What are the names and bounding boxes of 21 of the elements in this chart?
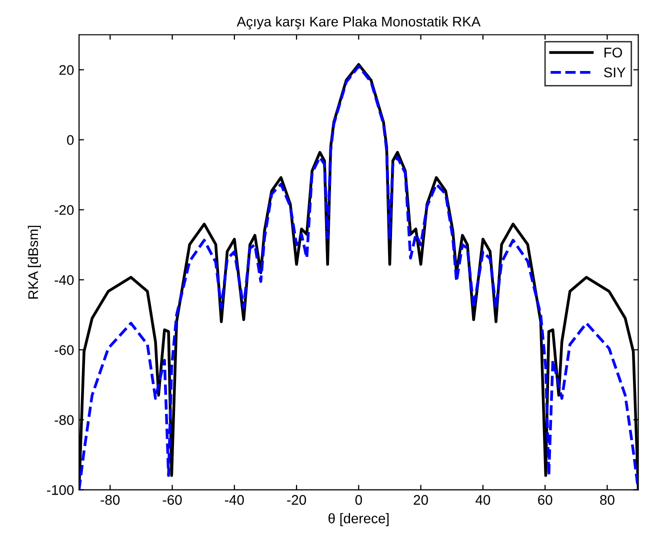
y-tick-label: -100 xyxy=(47,485,74,495)
y-tick-label: -80 xyxy=(54,415,74,425)
y-tick-label: 20 xyxy=(59,65,74,75)
x-tick-label: -40 xyxy=(224,495,244,505)
x-tick-label: -60 xyxy=(162,495,182,505)
x-tick-label: -20 xyxy=(287,495,306,505)
x-tick-label: 40 xyxy=(476,495,490,505)
legend-label: FO xyxy=(604,48,622,58)
x-tick-label: 0 xyxy=(355,495,362,505)
y-tick-label: -20 xyxy=(54,205,74,215)
y-tick-label: -40 xyxy=(54,275,74,285)
y-tick-label: -60 xyxy=(54,345,74,355)
x-tick-label: -80 xyxy=(100,495,120,505)
y-tick-label: 0 xyxy=(67,135,74,145)
x-tick-label: 80 xyxy=(600,495,614,505)
x-tick-label: 60 xyxy=(538,495,552,505)
y-axis-title: RKA [dBsm] xyxy=(28,226,41,299)
x-axis-title: θ [derece] xyxy=(328,513,389,526)
x-tick-label: 20 xyxy=(414,495,428,505)
chart-title: Açıya karşı Kare Plaka Monostatik RKA xyxy=(236,16,481,30)
legend-label: SIY xyxy=(604,68,626,78)
